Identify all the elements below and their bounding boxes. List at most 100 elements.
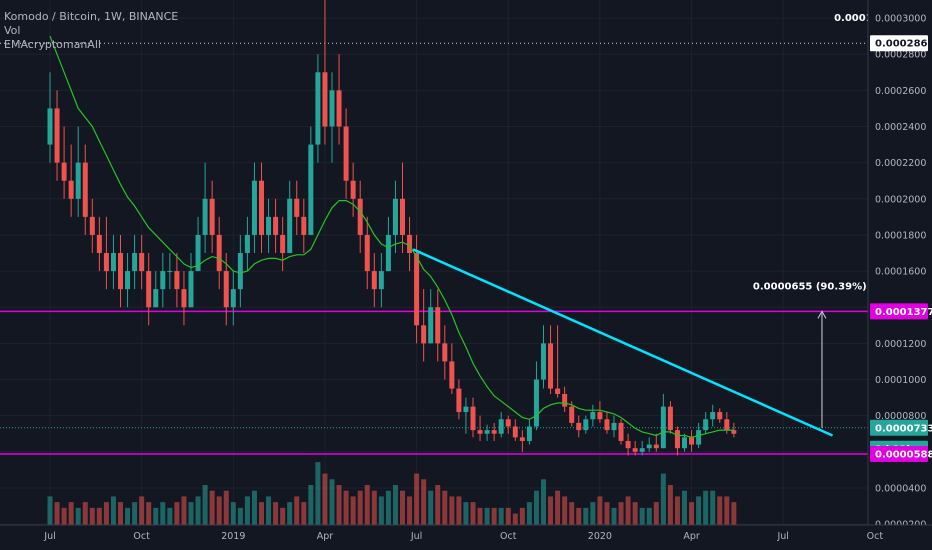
volume-bar [329, 479, 335, 525]
volume-bar [724, 496, 730, 525]
candle-body [266, 216, 272, 235]
price-tag [870, 419, 928, 436]
volume-bar [696, 496, 702, 525]
volume-bar [336, 485, 342, 525]
time-tick-label: Jul [43, 531, 55, 542]
candle-body [548, 343, 554, 389]
volume-bar [731, 502, 737, 525]
candle-body [181, 289, 187, 308]
volume-bar [717, 496, 723, 525]
volume-bar [710, 490, 716, 525]
time-tick-label: Jul [410, 531, 422, 542]
candle-body [146, 271, 152, 308]
candle-body [498, 419, 504, 434]
price-tick-label: 0.0001000 [875, 375, 926, 386]
candle-body [244, 234, 250, 254]
candle-body [153, 289, 159, 308]
candle-body [68, 180, 74, 199]
volume-bar [301, 502, 307, 525]
time-axis[interactable] [0, 525, 932, 550]
candle-body [364, 234, 370, 272]
vol-indicator-label[interactable]: Vol [4, 24, 21, 37]
candle-body [357, 198, 363, 235]
legend: Komodo / Bitcoin, 1W, BINANCE Vol EMAcry… [4, 10, 178, 52]
trendline[interactable] [412, 248, 834, 437]
candle-body [569, 406, 575, 423]
volume-bar [153, 507, 159, 525]
candle-body [343, 126, 349, 181]
candle-body [463, 406, 469, 413]
volume-bar [703, 490, 709, 525]
measure-arrow-head [817, 310, 827, 319]
time-tick-label: Apr [317, 531, 334, 542]
volume-bar [103, 502, 109, 525]
volume-bar [632, 502, 638, 525]
price-tick-label: 0.0001200 [875, 339, 926, 350]
candle-body [590, 412, 596, 420]
price-tick-label: 0.0001600 [875, 267, 926, 278]
volume-bar [385, 490, 391, 525]
candle-body [174, 271, 180, 290]
volume-bar [449, 496, 455, 525]
candle-body [336, 90, 342, 127]
symbol-title[interactable]: Komodo / Bitcoin, 1W, BINANCE [4, 10, 179, 23]
candle-body [110, 253, 116, 272]
volume-bar [463, 502, 469, 525]
candle-body [703, 419, 709, 431]
volume-bar [139, 496, 145, 525]
volume-bar [146, 502, 152, 525]
measure-label: 0.0000655 (90.39%) 655 [753, 281, 891, 292]
price-tag-label: 0.0002861 [875, 39, 932, 50]
time-tick-label: Oct [133, 531, 150, 542]
candle-body [505, 419, 511, 427]
candle-body [442, 343, 448, 362]
candle-body [428, 307, 434, 344]
volume-bar [590, 502, 596, 525]
volume-bars [47, 462, 737, 525]
time-tick-label: Apr [683, 531, 700, 542]
candle-body [188, 271, 194, 308]
candle-body [611, 422, 617, 431]
volume-bar [392, 485, 398, 525]
volume-bar [357, 490, 363, 525]
volume-bar [259, 502, 264, 525]
candle-body [618, 422, 624, 441]
ema-indicator-label[interactable]: EMAcryptomanAll [4, 38, 101, 51]
volume-bar [604, 502, 610, 525]
volume-bar [682, 490, 687, 525]
candle-body [639, 448, 645, 452]
volume-bar [442, 490, 448, 525]
price-tick-label: 0.0002000 [875, 194, 926, 205]
candle-body [251, 180, 257, 235]
volume-bar [583, 507, 589, 525]
volume-bar [167, 507, 173, 525]
candle-body [435, 307, 441, 344]
volume-bar [223, 490, 229, 525]
candle-body [646, 444, 652, 449]
volume-bar [287, 502, 293, 525]
candle-body [294, 198, 300, 217]
candle-body [400, 198, 405, 235]
candle-body [195, 234, 201, 272]
price-tag [870, 35, 928, 52]
volume-bar [526, 502, 532, 525]
candle-body [322, 72, 328, 127]
candle-body [287, 198, 293, 254]
volume-bar [188, 502, 194, 525]
candle-body [54, 108, 60, 163]
volume-bar [82, 502, 88, 525]
candle-body [82, 162, 88, 217]
volume-bar [371, 490, 377, 525]
candle-body [491, 430, 497, 434]
candle-body [682, 437, 687, 449]
candle-body [160, 271, 166, 290]
horizontal-levels [0, 42, 868, 455]
volume-bar [660, 473, 666, 525]
candle-body [132, 253, 138, 272]
volume-bar [505, 507, 511, 525]
volume-bar [209, 490, 215, 525]
volume-bar [435, 485, 441, 525]
